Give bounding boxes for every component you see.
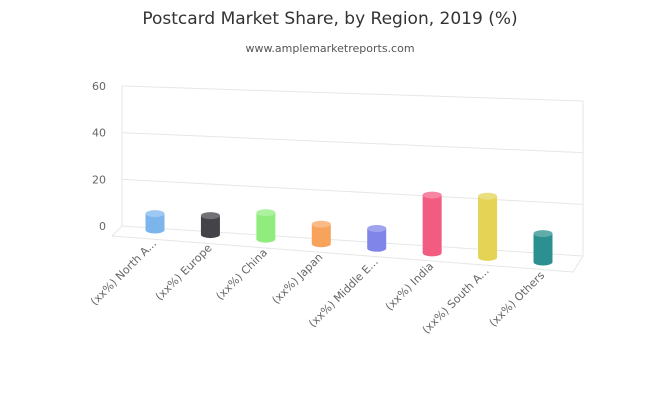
x-tick-label: (xx%) India: [383, 260, 436, 313]
gridlines: [111, 85, 584, 273]
bar-body: [478, 196, 498, 261]
bar-body: [256, 212, 276, 243]
chart-title: Postcard Market Share, by Region, 2019 (…: [142, 9, 517, 29]
bar: [533, 230, 553, 266]
bar: [200, 212, 220, 239]
floor-side-left: [111, 225, 123, 237]
y-tick-label: 0: [99, 220, 106, 233]
x-tick-label: (xx%) Japan: [269, 251, 325, 307]
gridline: [121, 178, 584, 205]
gridline: [121, 132, 584, 154]
bar: [311, 220, 331, 248]
bar-body: [311, 224, 331, 248]
y-axis-ticks: 0 20 40 60: [92, 80, 106, 233]
bar-top: [256, 209, 276, 217]
bar: [367, 224, 387, 252]
bar-body: [533, 233, 553, 266]
bar-top: [533, 230, 553, 238]
floor-side-right: [572, 255, 584, 273]
bar: [478, 192, 498, 261]
bar-top: [478, 192, 498, 200]
bar-body: [367, 228, 387, 252]
bar-top: [145, 210, 165, 218]
bar-top: [311, 220, 331, 228]
bar: [422, 191, 442, 257]
y-tick-label: 40: [92, 127, 106, 140]
floor-edge: [111, 235, 574, 273]
x-tick-label: (xx%) South A...: [420, 264, 492, 336]
bar-body: [422, 195, 442, 257]
gridline: [121, 225, 584, 257]
gridline: [121, 85, 584, 102]
bar-top: [422, 191, 442, 199]
x-tick-label: (xx%) North A...: [88, 237, 159, 308]
bar-body: [145, 213, 165, 234]
x-tick-label: (xx%) Others: [487, 269, 548, 330]
bar: [256, 209, 276, 243]
y-tick-label: 60: [92, 80, 106, 93]
bar-top: [367, 224, 387, 232]
chart-subtitle: www.amplemarketreports.com: [245, 42, 414, 55]
x-tick-label: (xx%) Europe: [153, 241, 215, 303]
bar-body: [200, 215, 220, 239]
x-tick-label: (xx%) China: [213, 246, 270, 303]
bar: [145, 210, 165, 234]
bar-top: [200, 212, 220, 220]
y-tick-label: 20: [92, 173, 106, 186]
bars: [145, 191, 553, 266]
